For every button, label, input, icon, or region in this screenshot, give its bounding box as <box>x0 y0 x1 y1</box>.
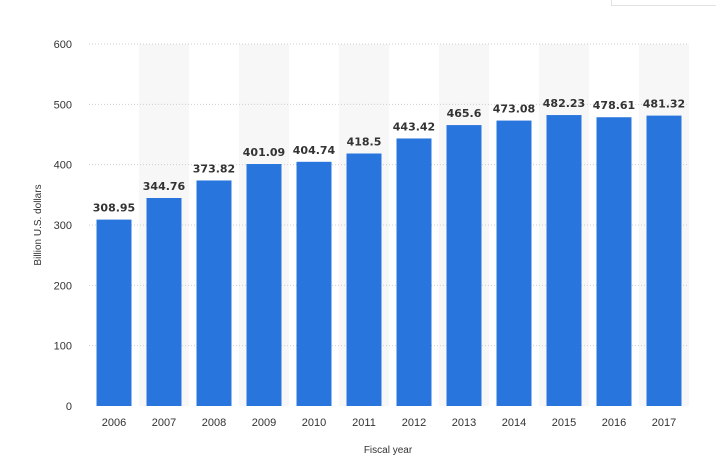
data-label-2008: 373.82 <box>193 162 235 175</box>
y-tick-label: 300 <box>54 220 72 232</box>
data-label-2009: 401.09 <box>243 146 285 159</box>
y-axis-ticks: 0 100 200 300 400 500 600 <box>54 39 72 413</box>
y-tick-label: 0 <box>66 401 72 413</box>
y-tick-label: 400 <box>54 160 72 172</box>
y-tick-label: 600 <box>54 39 72 51</box>
x-tick-label: 2016 <box>602 417 626 429</box>
data-label-2017: 481.32 <box>643 98 685 111</box>
data-label-2012: 443.42 <box>393 120 435 133</box>
top-right-frame-edge <box>611 0 716 6</box>
bar-2017 <box>646 115 682 406</box>
y-axis-title: Billion U.S. dollars <box>33 184 44 265</box>
y-tick-label: 500 <box>54 99 72 111</box>
x-tick-label: 2008 <box>202 417 226 429</box>
x-tick-label: 2017 <box>652 417 676 429</box>
x-tick-label: 2006 <box>102 417 126 429</box>
data-label-2006: 308.95 <box>93 202 135 215</box>
x-tick-label: 2012 <box>402 417 426 429</box>
data-label-2013: 465.6 <box>447 107 482 120</box>
x-tick-label: 2011 <box>352 417 376 429</box>
bar-2012 <box>396 138 432 406</box>
bar-2010 <box>296 161 332 406</box>
x-tick-label: 2014 <box>502 417 526 429</box>
bar-2011 <box>346 153 382 406</box>
gridlines <box>89 43 689 347</box>
x-axis-ticks: 2006 2007 2008 2009 2010 2011 2012 2013 2014 2015… <box>102 417 676 429</box>
x-tick-label: 2010 <box>302 417 326 429</box>
bar-2007 <box>146 197 182 406</box>
bar-2006 <box>96 219 132 406</box>
x-tick-label: 2007 <box>152 417 176 429</box>
data-label-2016: 478.61 <box>593 99 635 112</box>
bar-2016 <box>596 117 632 406</box>
bar-2008 <box>196 180 232 406</box>
data-label-2007: 344.76 <box>143 180 186 193</box>
data-label-2011: 418.5 <box>347 136 382 149</box>
bar-2014 <box>496 120 532 406</box>
x-tick-label: 2009 <box>252 417 276 429</box>
data-label-2010: 404.74 <box>293 144 336 157</box>
data-labels: 308.95 344.76 373.82 401.09 404.74 418.5 443.4… <box>93 97 685 215</box>
bar-2009 <box>246 164 282 406</box>
bar-2013 <box>446 125 482 406</box>
y-tick-label: 100 <box>54 341 72 353</box>
x-axis-title: Fiscal year <box>364 445 413 456</box>
data-label-2015: 482.23 <box>543 97 585 110</box>
bar-2015 <box>546 115 582 406</box>
y-tick-label: 200 <box>54 280 72 292</box>
data-label-2014: 473.08 <box>493 103 535 116</box>
bars <box>96 115 682 406</box>
x-tick-label: 2013 <box>452 417 476 429</box>
x-tick-label: 2015 <box>552 417 576 429</box>
